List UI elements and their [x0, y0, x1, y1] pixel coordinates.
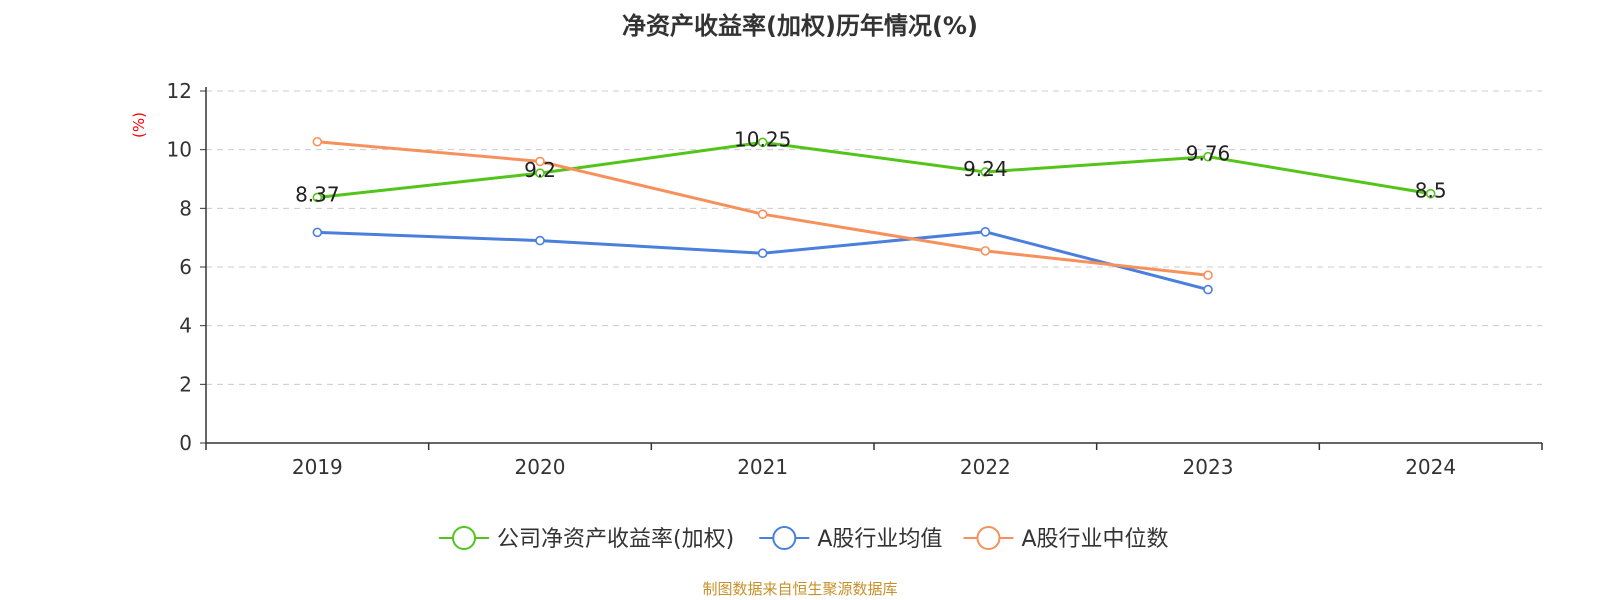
legend-label: A股行业均值	[817, 527, 942, 552]
data-label: 9.2	[524, 158, 556, 182]
legend-marker	[452, 526, 476, 550]
legend-item: A股行业中位数	[963, 526, 1169, 552]
data-point	[980, 227, 991, 237]
y-tick-label: 6	[179, 255, 192, 279]
x-tick-label: 2023	[1183, 455, 1234, 479]
data-point	[757, 248, 768, 259]
x-tick-label: 2024	[1405, 455, 1456, 479]
data-label: 8.37	[295, 182, 340, 206]
y-tick-label: 0	[179, 431, 192, 455]
data-point	[312, 227, 323, 238]
data-label: 10.25	[734, 127, 791, 151]
data-point	[980, 167, 991, 177]
legend-item: A股行业均值	[759, 526, 942, 552]
legend-label: A股行业中位数	[1021, 527, 1168, 552]
data-point	[312, 192, 323, 203]
y-tick-label: 8	[179, 196, 192, 220]
data-point	[1425, 188, 1436, 199]
data-point	[980, 246, 991, 256]
data-point	[1203, 151, 1213, 162]
data-point	[757, 209, 768, 219]
data-label: 8.5	[1415, 179, 1447, 203]
data-labels: 8.37 9.2 10.25 9.24 9.76 8.5	[295, 127, 1447, 206]
data-label: 9.24	[963, 157, 1008, 181]
y-tick-label: 10	[167, 138, 192, 162]
data-point	[312, 136, 323, 147]
data-point	[535, 168, 545, 178]
data-point	[757, 137, 768, 148]
x-tick-label: 2020	[515, 455, 566, 479]
legend-label: 公司净资产收益率(加权)	[497, 527, 734, 552]
y-axis-label: (%)	[130, 112, 148, 138]
x-tick-label: 2019	[292, 455, 343, 479]
y-tick-label: 2	[179, 372, 192, 396]
y-tick-label: 4	[179, 314, 192, 338]
legend-marker	[772, 526, 797, 550]
series-line	[317, 140, 1431, 199]
legend-item: 公司净资产收益率(加权)	[439, 526, 734, 552]
x-tick-label: 2022	[960, 455, 1011, 479]
data-point	[535, 235, 545, 246]
source-note: 制图数据来自恒生聚源数据库	[702, 580, 898, 598]
data-point	[1203, 284, 1213, 295]
axes: 0 2 4 6 8 10 12 2019 2020 2021 2022 2023 2024 (%)	[130, 79, 1543, 479]
data-label: 9.76	[1186, 142, 1231, 166]
chart-title: 净资产收益率(加权)历年情况(%)	[622, 12, 978, 40]
data-point	[1203, 270, 1213, 281]
legend: 公司净资产收益率(加权) A股行业均值 A股行业中位数	[439, 526, 1169, 552]
x-tick-label: 2021	[737, 455, 788, 479]
y-tick-label: 12	[167, 79, 192, 103]
legend-marker	[976, 526, 1001, 550]
grid-lines	[206, 90, 1542, 385]
data-point	[535, 156, 545, 167]
series-lines	[312, 136, 1436, 295]
